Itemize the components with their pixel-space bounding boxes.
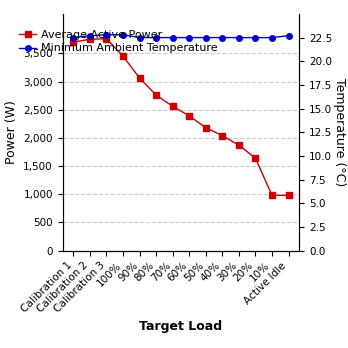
Minimum Ambient Temperature <box>88 34 92 38</box>
Minimum Ambient Temperature <box>286 34 291 38</box>
Average Active Power <box>220 134 224 138</box>
Average Active Power <box>270 193 274 197</box>
Average Active Power <box>137 76 142 80</box>
Y-axis label: Power (W): Power (W) <box>5 100 18 164</box>
Minimum Ambient Temperature <box>204 35 208 40</box>
Average Active Power <box>204 126 208 130</box>
Average Active Power <box>171 104 175 109</box>
X-axis label: Target Load: Target Load <box>140 321 222 333</box>
Average Active Power <box>187 114 191 118</box>
Minimum Ambient Temperature <box>104 33 109 37</box>
Minimum Ambient Temperature <box>137 35 142 40</box>
Minimum Ambient Temperature <box>187 35 191 40</box>
Minimum Ambient Temperature <box>121 33 125 37</box>
Average Active Power <box>286 193 291 197</box>
Minimum Ambient Temperature <box>270 35 274 40</box>
Minimum Ambient Temperature <box>253 35 258 40</box>
Y-axis label: Temperature (°C): Temperature (°C) <box>333 78 346 187</box>
Average Active Power <box>88 37 92 41</box>
Line: Average Active Power: Average Active Power <box>71 36 291 198</box>
Average Active Power <box>121 54 125 58</box>
Average Active Power <box>253 156 258 160</box>
Average Active Power <box>104 37 109 41</box>
Average Active Power <box>71 40 76 44</box>
Average Active Power <box>154 93 158 97</box>
Minimum Ambient Temperature <box>171 35 175 40</box>
Legend: Average Active Power, Minimum Ambient Temperature: Average Active Power, Minimum Ambient Te… <box>16 27 221 57</box>
Minimum Ambient Temperature <box>154 35 158 40</box>
Line: Minimum Ambient Temperature: Minimum Ambient Temperature <box>71 32 291 40</box>
Average Active Power <box>237 143 241 147</box>
Minimum Ambient Temperature <box>220 35 224 40</box>
Minimum Ambient Temperature <box>71 35 76 40</box>
Minimum Ambient Temperature <box>237 35 241 40</box>
